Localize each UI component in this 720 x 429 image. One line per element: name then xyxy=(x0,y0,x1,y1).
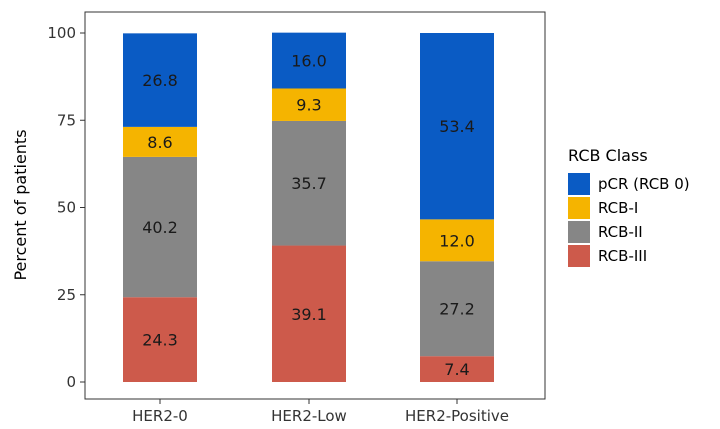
bar-segment-rcb-iii xyxy=(123,297,197,382)
y-tick-label: 25 xyxy=(57,286,76,304)
legend: RCB Class pCR (RCB 0) RCB-I RCB-II RCB-III xyxy=(568,146,690,267)
legend-label: RCB-I xyxy=(598,199,638,217)
bar-value-label: 24.3 xyxy=(142,331,178,350)
bar-value-label: 9.3 xyxy=(296,96,321,115)
x-tick-label: HER2-0 xyxy=(132,407,188,425)
bar-segment-rcb-i xyxy=(123,126,197,157)
legend-swatch xyxy=(568,245,590,267)
bar-segment-pcr-rcb-0 xyxy=(420,33,494,220)
legend-swatch xyxy=(568,221,590,243)
bar-value-label: 53.4 xyxy=(439,117,475,136)
bar-segment-rcb-iii xyxy=(420,356,494,382)
bar-segment-rcb-ii xyxy=(123,156,197,298)
bar-segment-rcb-iii xyxy=(272,245,346,382)
bar-value-label: 26.8 xyxy=(142,71,178,90)
bar-value-label: 35.7 xyxy=(291,174,327,193)
y-axis: 0 25 50 75 100 xyxy=(47,24,85,391)
bar-value-label: 7.4 xyxy=(444,360,469,379)
bar-segment-rcb-i xyxy=(272,88,346,121)
bar-segment-rcb-ii xyxy=(420,261,494,357)
bar-segment-pcr-rcb-0 xyxy=(123,33,197,127)
y-tick-label: 100 xyxy=(47,24,76,42)
bars-layer: 24.3 40.2 8.6 26.8 39.1 35.7 9.3 16.0 7.4 27.2 12.… xyxy=(123,32,494,382)
bar-value-label: 12.0 xyxy=(439,231,475,250)
x-tick-label: HER2-Positive xyxy=(405,407,509,425)
bar-segment-rcb-i xyxy=(420,219,494,262)
legend-title: RCB Class xyxy=(568,146,648,165)
bar-value-label: 27.2 xyxy=(439,300,475,319)
y-tick-label: 50 xyxy=(57,199,76,217)
bar-segment-pcr-rcb-0 xyxy=(272,32,346,89)
bar-value-label: 16.0 xyxy=(291,52,327,71)
bar-value-label: 8.6 xyxy=(147,133,172,152)
legend-swatch xyxy=(568,173,590,195)
y-axis-title: Percent of patients xyxy=(11,129,30,280)
x-tick-label: HER2-Low xyxy=(271,407,347,425)
y-tick-label: 75 xyxy=(57,111,76,129)
bar-value-label: 40.2 xyxy=(142,218,178,237)
legend-label: RCB-III xyxy=(598,247,647,265)
legend-label: RCB-II xyxy=(598,223,643,241)
legend-swatch xyxy=(568,197,590,219)
x-axis: HER2-0 HER2-Low HER2-Positive xyxy=(132,399,509,425)
bar-value-label: 39.1 xyxy=(291,305,327,324)
y-tick-label: 0 xyxy=(66,373,76,391)
legend-label: pCR (RCB 0) xyxy=(598,175,690,193)
bar-segment-rcb-ii xyxy=(272,120,346,246)
